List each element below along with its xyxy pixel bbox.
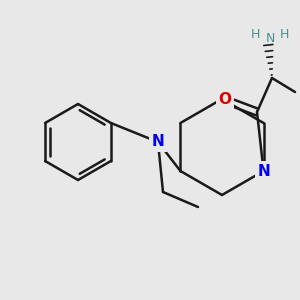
Text: H: H [250, 28, 260, 40]
Text: N: N [152, 134, 164, 149]
Text: H: H [279, 28, 289, 40]
Text: O: O [218, 92, 232, 107]
Text: N: N [257, 164, 270, 178]
Text: N: N [265, 32, 275, 46]
